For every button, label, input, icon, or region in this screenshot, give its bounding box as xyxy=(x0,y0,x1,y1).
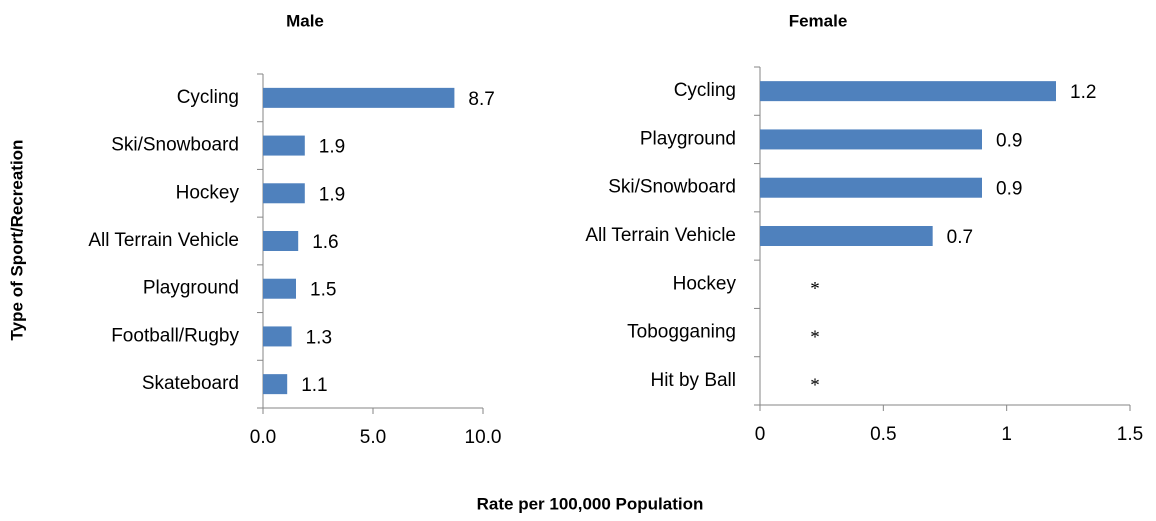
data-label: * xyxy=(810,279,820,300)
x-tick-label: 0.5 xyxy=(870,424,896,445)
data-label: 1.5 xyxy=(310,280,336,301)
y-tick-label: All Terrain Vehicle xyxy=(88,230,239,251)
data-label: * xyxy=(810,375,820,396)
y-axis-label: Type of Sport/Recreation xyxy=(7,140,26,341)
data-label: * xyxy=(810,327,820,348)
data-label: 1.1 xyxy=(301,375,327,396)
y-tick-label: Hockey xyxy=(176,182,240,203)
bar xyxy=(760,226,933,246)
x-tick-label: 1.5 xyxy=(1117,424,1143,445)
bar xyxy=(760,81,1056,102)
data-label: 1.2 xyxy=(1070,82,1096,103)
y-tick-label: Football/Rugby xyxy=(111,325,239,346)
x-tick-label: 5.0 xyxy=(360,427,386,448)
data-label: 1.6 xyxy=(312,232,338,253)
bar xyxy=(263,183,305,204)
bar xyxy=(263,374,288,395)
y-tick-label: Hit by Ball xyxy=(650,370,736,391)
y-tick-label: Cycling xyxy=(674,80,736,101)
bar xyxy=(760,177,982,198)
y-tick-label: Skateboard xyxy=(142,373,239,394)
x-tick-label: 0 xyxy=(755,424,766,445)
data-label: 1.9 xyxy=(319,184,345,205)
chart-title: Male xyxy=(286,11,324,30)
x-tick-label: 0.0 xyxy=(250,427,276,448)
x-axis-label: Rate per 100,000 Population xyxy=(477,494,704,513)
y-tick-label: Cycling xyxy=(177,87,239,108)
bar xyxy=(263,278,296,299)
y-tick-label: Playground xyxy=(640,128,736,149)
data-label: 8.7 xyxy=(468,89,494,110)
data-label: 1.3 xyxy=(306,327,332,348)
bar xyxy=(263,231,299,251)
y-tick-label: Hockey xyxy=(673,273,737,294)
data-label: 0.7 xyxy=(947,227,973,248)
x-tick-label: 10.0 xyxy=(465,427,502,448)
y-tick-label: Playground xyxy=(143,278,239,299)
y-tick-label: All Terrain Vehicle xyxy=(585,225,736,246)
y-tick-label: Tobogganing xyxy=(627,322,736,343)
data-label: 0.9 xyxy=(996,179,1022,200)
bar xyxy=(263,326,292,347)
data-label: 1.9 xyxy=(319,137,345,158)
y-tick-label: Ski/Snowboard xyxy=(608,177,736,198)
y-tick-label: Ski/Snowboard xyxy=(111,135,239,156)
bar xyxy=(263,87,455,108)
chart-title: Female xyxy=(789,11,848,30)
bar xyxy=(263,135,305,156)
bar xyxy=(760,129,982,150)
x-tick-label: 1 xyxy=(1001,424,1012,445)
data-label: 0.9 xyxy=(996,130,1022,151)
